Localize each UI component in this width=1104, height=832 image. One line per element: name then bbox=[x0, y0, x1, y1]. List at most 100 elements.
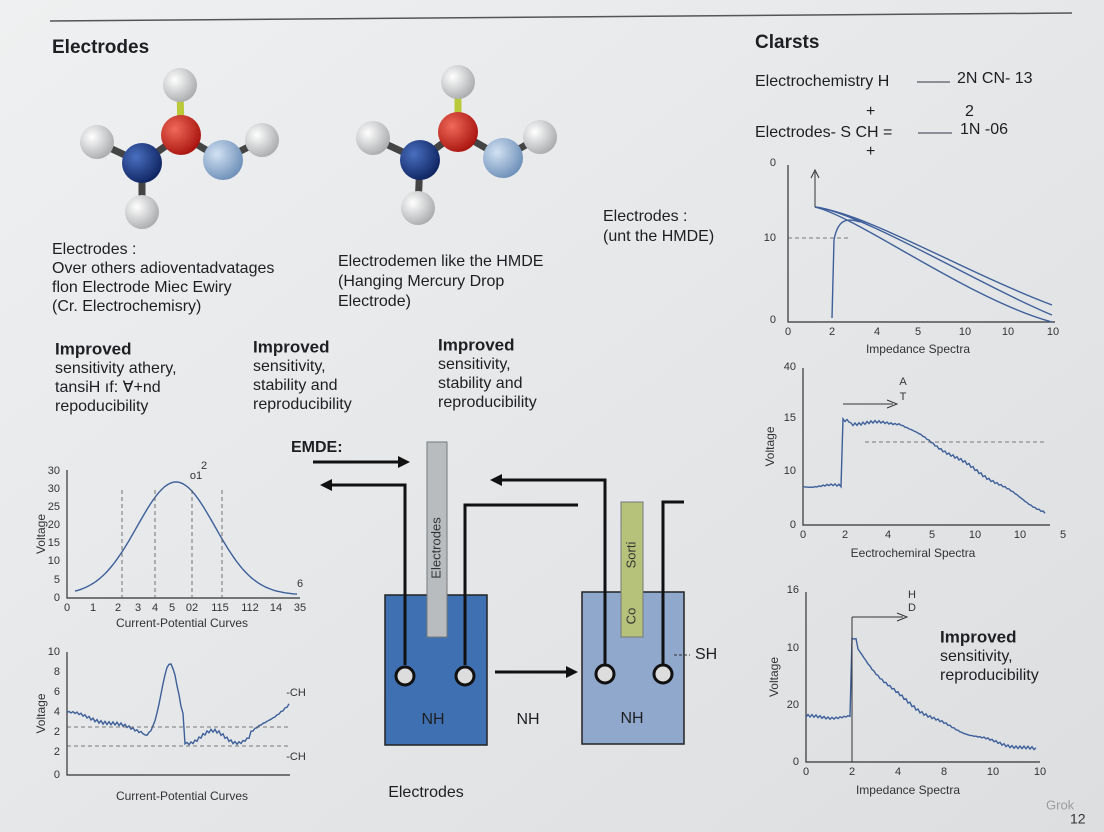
text: Grok bbox=[1046, 797, 1075, 812]
curve bbox=[805, 637, 1037, 751]
molecule bbox=[356, 65, 557, 225]
text: sensitivity, bbox=[940, 648, 1013, 665]
text: 0 bbox=[770, 314, 776, 326]
text: 8 bbox=[54, 666, 60, 678]
text: Voltage bbox=[763, 426, 777, 466]
text: 10 bbox=[1034, 766, 1046, 778]
text: 16 bbox=[787, 584, 799, 596]
text: Electrodes : bbox=[603, 208, 687, 225]
text: 5 bbox=[929, 529, 935, 541]
text: 10 bbox=[969, 529, 981, 541]
text: -CH bbox=[286, 751, 306, 763]
curve bbox=[831, 219, 861, 319]
text: Electrodes- S CH = bbox=[755, 124, 892, 141]
text: Electrodes : bbox=[52, 241, 136, 258]
text: 10 bbox=[764, 232, 776, 244]
text: Electrodes bbox=[388, 784, 464, 801]
electrode bbox=[426, 441, 448, 638]
text: 4 bbox=[874, 326, 880, 338]
text: 25 bbox=[48, 501, 60, 513]
text: Electrodemen like the HMDE bbox=[338, 253, 543, 270]
text: 14 bbox=[270, 602, 282, 614]
arrow bbox=[851, 612, 909, 762]
text: 1 bbox=[90, 602, 96, 614]
electrode bbox=[620, 501, 644, 638]
text: 40 bbox=[784, 361, 796, 373]
curve bbox=[814, 206, 1053, 323]
text: tansiH ıf: Ɐ+nd bbox=[55, 379, 161, 396]
text: repoducibility bbox=[55, 398, 148, 415]
text: Electrochemistry H bbox=[755, 73, 889, 90]
text: Over others adioventadvatages bbox=[52, 260, 274, 277]
text: 2 bbox=[201, 460, 207, 472]
text: 10 bbox=[784, 465, 796, 477]
text: 6 bbox=[54, 686, 60, 698]
text: 0 bbox=[790, 519, 796, 531]
text: -CH bbox=[286, 687, 306, 699]
text: 0 bbox=[800, 529, 806, 541]
text: 20 bbox=[787, 699, 799, 711]
text: D bbox=[908, 602, 916, 614]
text: 30 bbox=[48, 465, 60, 477]
text: Electrodes bbox=[52, 37, 149, 58]
text: o1 bbox=[190, 470, 202, 482]
text: reproducibility bbox=[940, 667, 1039, 684]
text: 0 bbox=[785, 326, 791, 338]
text: 2 bbox=[829, 326, 835, 338]
molecule bbox=[80, 68, 279, 229]
text: Electrodes bbox=[428, 517, 443, 579]
text: (Hanging Mercury Drop bbox=[338, 273, 504, 290]
text: 6 bbox=[297, 578, 303, 590]
text: Voltage bbox=[34, 693, 48, 733]
text: 2 bbox=[54, 726, 60, 738]
text: Improved bbox=[253, 337, 330, 356]
text: 10 bbox=[987, 766, 999, 778]
text: 0 bbox=[770, 157, 776, 169]
text: 8 bbox=[941, 766, 947, 778]
text: 4 bbox=[885, 529, 891, 541]
text: stability and bbox=[438, 375, 523, 392]
curve bbox=[74, 481, 298, 595]
text: 4 bbox=[152, 602, 158, 614]
text: 5 bbox=[169, 602, 175, 614]
text: Impedance Spectra bbox=[866, 342, 970, 356]
text: 0 bbox=[64, 602, 70, 614]
text: 1N -06 bbox=[960, 121, 1008, 138]
text: 5 bbox=[915, 326, 921, 338]
text: + bbox=[866, 143, 875, 160]
text: 2 bbox=[849, 766, 855, 778]
text: 15 bbox=[784, 412, 796, 424]
text: 10 bbox=[1047, 326, 1059, 338]
text: 10 bbox=[48, 646, 60, 658]
text: sensitivity, bbox=[438, 356, 511, 373]
text: 10 bbox=[1002, 326, 1014, 338]
curve bbox=[814, 206, 1053, 316]
text: sensitivity, bbox=[253, 358, 326, 375]
text: 5 bbox=[54, 574, 60, 586]
text: 2 bbox=[842, 529, 848, 541]
axis bbox=[805, 592, 1040, 763]
text: 2N CN- 13 bbox=[957, 70, 1033, 87]
text: stability and bbox=[253, 377, 338, 394]
text: sensitivity athery, bbox=[55, 360, 177, 377]
rule bbox=[49, 12, 1073, 22]
text: 112 bbox=[241, 602, 259, 614]
curve bbox=[802, 416, 1046, 514]
text: 2 bbox=[965, 103, 974, 120]
text: Voltage bbox=[767, 657, 781, 697]
text: + bbox=[866, 103, 875, 120]
text: Co bbox=[623, 608, 638, 625]
axis bbox=[787, 165, 1055, 323]
text: 20 bbox=[48, 519, 60, 531]
text: A bbox=[899, 376, 907, 388]
text: 35 bbox=[294, 602, 306, 614]
text: 0 bbox=[54, 592, 60, 604]
text: 2 bbox=[54, 746, 60, 758]
text: 115 bbox=[211, 602, 229, 614]
text: Improved bbox=[438, 335, 515, 354]
text: reproducibility bbox=[253, 396, 352, 413]
text: H bbox=[908, 589, 916, 601]
arrow bbox=[843, 399, 899, 409]
text: 10 bbox=[959, 326, 971, 338]
text: 4 bbox=[895, 766, 901, 778]
